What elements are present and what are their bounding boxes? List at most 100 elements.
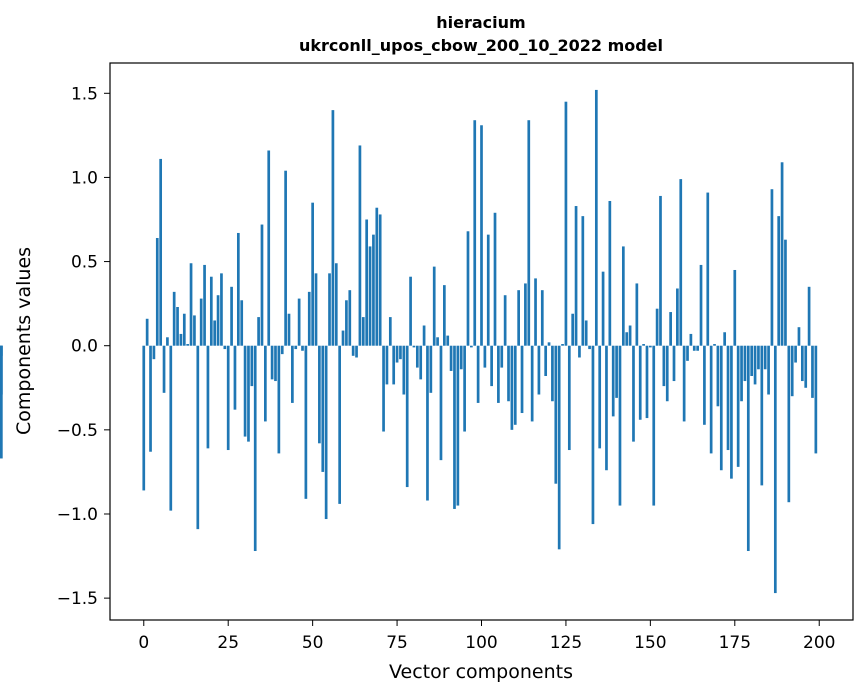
bar	[584, 320, 588, 346]
bar	[476, 345, 480, 403]
bar	[686, 345, 689, 361]
bar	[449, 345, 453, 371]
bar	[453, 345, 456, 509]
bar	[750, 345, 754, 376]
bar	[615, 345, 618, 398]
bar	[253, 345, 257, 552]
bar	[233, 345, 237, 410]
x-tick-label: 200	[803, 633, 835, 653]
bar	[635, 283, 639, 346]
bar	[767, 345, 770, 395]
bar	[618, 345, 622, 506]
bar	[230, 286, 233, 346]
bar	[797, 327, 801, 346]
bar	[206, 345, 210, 449]
bar	[345, 300, 348, 346]
bar	[324, 345, 328, 520]
bar	[628, 325, 632, 346]
bar	[287, 313, 291, 346]
bar	[378, 214, 382, 346]
bar	[696, 345, 699, 351]
bar	[811, 345, 814, 398]
bar	[291, 345, 294, 403]
bar	[432, 266, 436, 346]
bar	[459, 345, 463, 370]
bar	[0, 345, 3, 459]
bar	[166, 337, 169, 346]
bar	[280, 345, 284, 355]
bar	[236, 232, 240, 346]
bar	[699, 264, 703, 346]
x-tick-label: 0	[138, 633, 149, 653]
x-tick-label: 75	[386, 633, 408, 653]
bar	[193, 315, 196, 346]
bar	[625, 332, 629, 346]
bar	[466, 231, 470, 346]
bar	[179, 333, 183, 346]
bar	[578, 345, 581, 358]
bar	[338, 345, 341, 504]
bar	[159, 158, 163, 346]
y-tick-label: 0.0	[71, 337, 98, 357]
plot-frame	[109, 62, 854, 621]
chart-title-line-2: ukrconll_upos_cbow_200_10_2022 model	[299, 36, 663, 55]
bar	[645, 345, 649, 419]
bar	[176, 307, 179, 346]
bar	[294, 345, 298, 350]
bar	[770, 189, 774, 346]
bar	[571, 313, 575, 346]
bar	[557, 345, 561, 550]
bar	[483, 345, 487, 368]
bar	[304, 345, 308, 499]
bar	[470, 345, 473, 348]
bar	[608, 200, 612, 346]
bar	[361, 317, 365, 346]
bar	[530, 345, 534, 422]
bar	[598, 345, 602, 449]
bar	[267, 150, 271, 346]
bar	[773, 345, 777, 594]
bar	[527, 120, 531, 346]
bar	[510, 345, 514, 430]
bar	[605, 345, 608, 471]
bar	[155, 238, 159, 346]
bar	[446, 335, 450, 346]
bar	[736, 345, 740, 467]
bar	[544, 345, 548, 376]
bar	[307, 291, 311, 346]
bar	[426, 345, 429, 501]
bar	[186, 344, 190, 346]
bar	[632, 345, 635, 442]
bar	[301, 345, 304, 351]
bar	[534, 278, 537, 346]
bar	[284, 170, 287, 346]
bar	[649, 345, 652, 348]
bar	[692, 345, 696, 351]
bar	[260, 224, 264, 346]
bar	[169, 345, 173, 511]
bar	[328, 273, 331, 346]
bar	[436, 337, 439, 346]
x-tick-label: 25	[217, 633, 239, 653]
bar	[665, 345, 669, 402]
bar	[247, 345, 250, 442]
bar	[520, 345, 524, 414]
bar	[321, 345, 325, 472]
bar	[490, 345, 493, 387]
bar	[743, 345, 747, 382]
bar	[375, 207, 379, 346]
bar	[358, 145, 362, 346]
bar	[172, 291, 176, 346]
bar	[524, 283, 527, 346]
bar	[415, 345, 419, 368]
bar	[209, 276, 213, 346]
bar	[318, 345, 321, 444]
bar	[723, 332, 727, 346]
bar	[368, 246, 372, 346]
bar	[257, 317, 260, 346]
bar	[787, 345, 791, 503]
bar	[554, 345, 558, 484]
bar	[497, 345, 500, 403]
bar	[581, 216, 585, 346]
bar	[385, 345, 389, 385]
